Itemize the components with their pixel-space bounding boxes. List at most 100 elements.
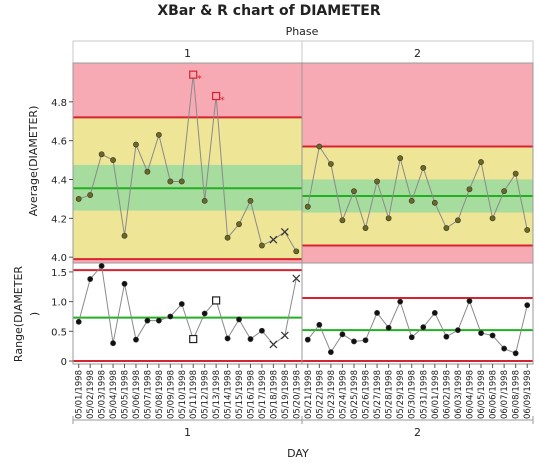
data-point-x	[280, 331, 289, 340]
data-point	[431, 199, 438, 206]
y-tick-label: 4.4	[51, 176, 67, 187]
data-point	[466, 186, 473, 193]
y-tick-label: 4.8	[51, 98, 67, 109]
x-tick-label: 05/29/1998	[396, 370, 406, 419]
data-point	[75, 196, 82, 202]
series-line	[307, 145, 528, 231]
data-point	[327, 161, 334, 167]
data-point	[501, 188, 508, 195]
data-point	[236, 316, 242, 323]
x-axis-label: DAY	[287, 447, 309, 460]
y-tick-label: 1.0	[51, 298, 67, 309]
data-point	[259, 242, 265, 249]
data-point	[431, 310, 438, 316]
data-point	[133, 336, 139, 343]
data-point	[75, 318, 82, 325]
x-tick-label: 05/23/1998	[327, 370, 337, 419]
zone-below-lcl	[73, 259, 302, 263]
y-tick-label: 4.2	[51, 214, 67, 225]
x-tick-label: 05/01/1998	[75, 370, 85, 419]
x-tick-label: 05/27/1998	[373, 370, 383, 419]
x-tick-label: 05/16/1998	[246, 370, 256, 419]
data-point	[110, 340, 116, 347]
x-tick-label: 05/09/1998	[166, 370, 176, 419]
data-point	[304, 336, 311, 343]
data-point	[110, 157, 116, 163]
x-tick-label: 05/28/1998	[385, 370, 395, 419]
y-tick-label: 4.0	[51, 253, 67, 264]
data-point	[339, 331, 346, 338]
x-tick-label: 06/01/1998	[431, 370, 441, 419]
phase-header-label: 2	[414, 47, 421, 60]
data-point	[397, 298, 404, 305]
data-point	[87, 276, 94, 282]
data-point	[293, 248, 300, 255]
data-point	[362, 225, 369, 231]
data-point	[247, 336, 254, 342]
phase-header-box	[72, 40, 534, 64]
data-point	[397, 155, 404, 162]
x-tick-label: 05/21/1998	[304, 370, 314, 419]
data-point	[121, 280, 128, 287]
x-tick-label: 06/02/1998	[442, 370, 452, 419]
data-point	[443, 225, 450, 231]
data-point	[98, 263, 105, 269]
data-point	[351, 338, 357, 345]
data-point	[351, 188, 357, 195]
x-tick-label: 05/20/1998	[292, 370, 302, 419]
phase-axis-label: 2	[414, 426, 421, 439]
x-tick-label: 05/14/1998	[224, 370, 234, 419]
data-point	[512, 170, 519, 177]
x-tick-label: 06/05/1998	[477, 370, 487, 419]
data-point	[178, 301, 185, 307]
x-tick-label: 05/22/1998	[315, 370, 325, 419]
x-tick-label: 06/03/1998	[454, 370, 464, 419]
data-point	[385, 215, 392, 222]
data-point	[374, 178, 380, 185]
range-y-axis-label: Range(DIAMETER)	[12, 266, 41, 363]
x-tick-label: 05/04/1998	[109, 370, 119, 419]
data-point	[420, 164, 427, 171]
panel-background	[73, 263, 533, 364]
data-point-x	[280, 228, 289, 236]
data-point	[327, 349, 334, 356]
data-point	[144, 168, 151, 175]
data-point-x	[292, 274, 301, 283]
x-tick-label: 06/08/1998	[512, 370, 522, 419]
data-point	[501, 345, 508, 352]
data-point	[133, 141, 139, 148]
x-tick-label: 05/06/1998	[132, 370, 142, 419]
data-point	[385, 324, 392, 331]
data-point	[478, 159, 484, 165]
data-point-x	[269, 235, 278, 244]
data-point-square	[212, 91, 221, 101]
phase-label: Phase	[286, 25, 319, 38]
alarm-star: *	[197, 75, 202, 85]
data-point	[443, 333, 450, 340]
data-point	[224, 234, 231, 241]
data-point	[316, 143, 323, 150]
x-tick-label: 05/25/1998	[350, 370, 360, 419]
chart-title: XBar & R chart of DIAMETER	[157, 3, 380, 19]
data-point	[455, 327, 461, 334]
data-point	[362, 337, 369, 344]
data-point	[408, 197, 415, 204]
data-point	[466, 298, 473, 304]
data-point-square	[189, 334, 198, 344]
x-tick-label: 06/04/1998	[465, 370, 475, 419]
data-point	[489, 332, 496, 339]
data-point	[155, 317, 162, 324]
x-tick-label: 05/03/1998	[98, 370, 108, 419]
data-point	[316, 321, 323, 328]
data-point	[524, 227, 531, 233]
phase-header-label: 1	[184, 47, 191, 60]
data-point	[489, 215, 496, 222]
x-tick-label: 05/11/1998	[189, 370, 199, 419]
data-point	[144, 317, 151, 324]
data-point	[408, 334, 415, 341]
data-point	[201, 197, 208, 204]
series-line	[78, 74, 297, 252]
data-point	[98, 151, 105, 158]
